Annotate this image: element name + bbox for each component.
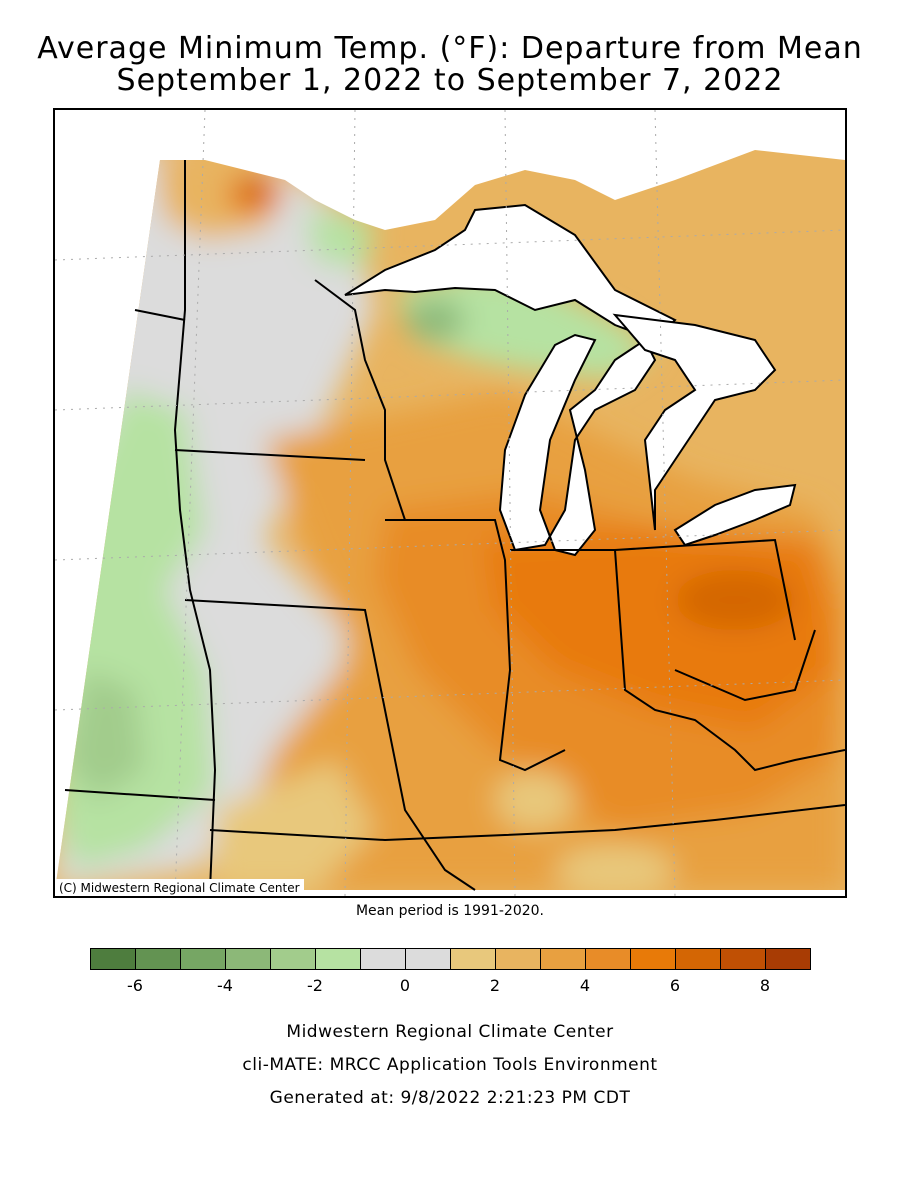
legend-tick-label: 4 xyxy=(579,976,591,995)
border-wi-mn xyxy=(314,279,406,521)
footer-org: Midwestern Regional Climate Center xyxy=(286,1022,614,1042)
border-ks-ne xyxy=(64,789,216,801)
legend-bin xyxy=(450,948,496,970)
legend-bin xyxy=(720,948,766,970)
border-ia-mo xyxy=(184,599,476,891)
legend-tick-label: -2 xyxy=(307,976,323,995)
great-lakes xyxy=(344,203,797,557)
border-south xyxy=(209,804,845,842)
temperature-departure-map xyxy=(55,110,845,896)
border-nd-sd xyxy=(134,309,186,321)
lake-erie xyxy=(673,483,797,547)
map-date-range: September 1, 2022 to September 7, 2022 xyxy=(116,63,784,98)
legend-bin xyxy=(585,948,631,970)
state-borders xyxy=(64,160,845,891)
legend-bin xyxy=(765,948,811,970)
canada-region xyxy=(160,110,845,230)
border-in-oh-ky xyxy=(510,549,845,772)
color-legend xyxy=(90,948,811,970)
legend-bin xyxy=(675,948,721,970)
legend-tick-label: -4 xyxy=(217,976,233,995)
legend-tick-label: 6 xyxy=(669,976,681,995)
map-panel: (C) Midwestern Regional Climate Center xyxy=(53,108,847,898)
border-mn-nd-sd xyxy=(173,160,217,891)
legend-bin xyxy=(225,948,271,970)
lake-huron xyxy=(612,313,777,531)
footer-tool: cli-MATE: MRCC Application Tools Environ… xyxy=(242,1055,658,1075)
legend-tick-label: -6 xyxy=(127,976,143,995)
legend-bin xyxy=(630,948,676,970)
border-il-in xyxy=(385,519,566,772)
legend-bin xyxy=(315,948,361,970)
lake-superior xyxy=(344,203,677,342)
legend-bin xyxy=(495,948,541,970)
legend-bin xyxy=(135,948,181,970)
legend-bin xyxy=(405,948,451,970)
map-title: Average Minimum Temp. (°F): Departure fr… xyxy=(37,31,863,66)
border-ky-wv xyxy=(674,629,816,702)
legend-tick-label: 0 xyxy=(399,976,411,995)
lake-michigan xyxy=(498,333,657,557)
legend-bin xyxy=(360,948,406,970)
border-oh-mi xyxy=(614,538,796,641)
footer-generated: Generated at: 9/8/2022 2:21:23 PM CDT xyxy=(269,1088,631,1108)
legend-tick-label: 2 xyxy=(489,976,501,995)
border-sd-ne xyxy=(174,449,366,461)
legend-tick-label: 8 xyxy=(759,976,771,995)
legend-bin xyxy=(90,948,136,970)
mean-period-note: Mean period is 1991-2020. xyxy=(355,903,545,919)
map-credit: (C) Midwestern Regional Climate Center xyxy=(55,879,304,896)
legend-bin xyxy=(180,948,226,970)
legend-bin xyxy=(540,948,586,970)
graticule xyxy=(55,110,845,896)
legend-bin xyxy=(270,948,316,970)
